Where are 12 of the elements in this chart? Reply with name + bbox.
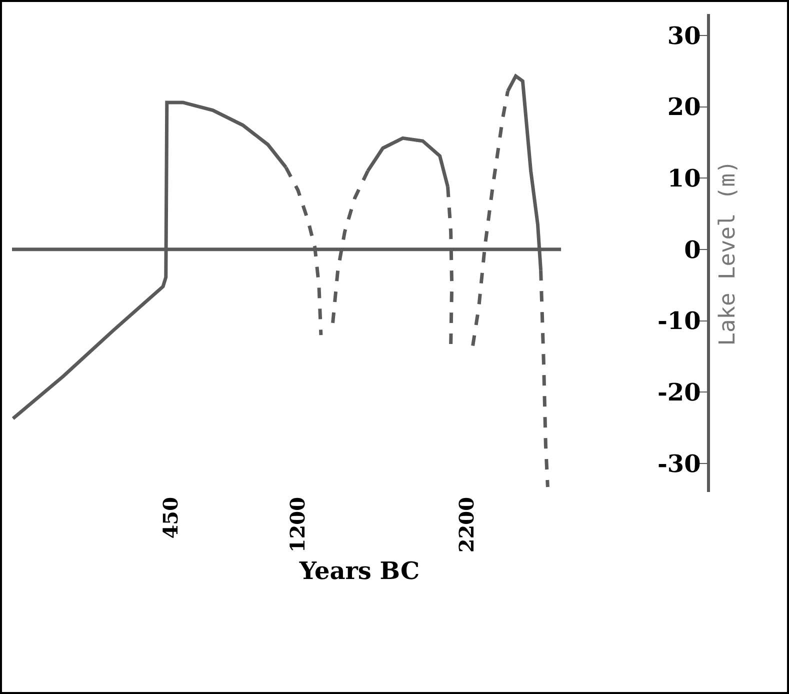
y-tick-label: -10 [657, 306, 701, 336]
y-tick-label: 20 [667, 92, 701, 122]
y-tick-label: 30 [667, 20, 701, 50]
y-tick-label: -20 [657, 378, 701, 407]
y-tick-label: 0 [684, 234, 701, 264]
y-tick-label: 10 [667, 163, 701, 192]
y-axis-title: Lake Level (m) [716, 160, 741, 346]
x-tick-label: 2200 [454, 497, 478, 553]
x-axis-title: Years BC [298, 556, 420, 585]
x-tick-label: 450 [158, 497, 182, 539]
y-tick-label: -30 [657, 448, 701, 478]
x-tick-label: 1200 [285, 497, 310, 553]
